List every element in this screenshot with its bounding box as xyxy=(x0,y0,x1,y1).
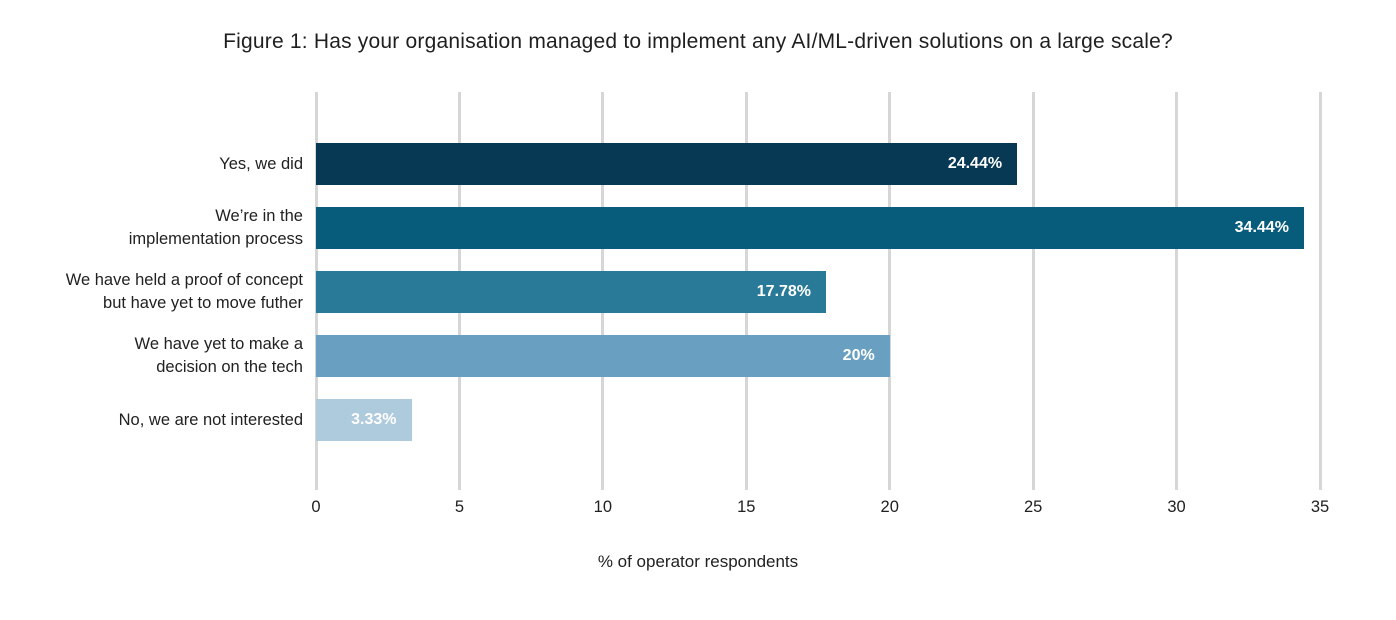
bar-3: 20% xyxy=(316,335,890,377)
x-axis-label: % of operator respondents xyxy=(597,552,799,571)
gridline xyxy=(888,92,892,490)
x-tick-label: 30 xyxy=(1167,498,1186,516)
bar-0: 24.44% xyxy=(316,143,1018,185)
x-tick-label: 10 xyxy=(593,498,613,516)
category-label: We have held a proof of concept but have … xyxy=(65,271,303,312)
bar-value-label: 24.44% xyxy=(947,155,1003,172)
category-label: No, we are not interested xyxy=(118,410,303,429)
x-tick-label: 15 xyxy=(737,498,756,516)
x-tick-label: 5 xyxy=(454,498,465,516)
bar-4: 3.33% xyxy=(316,399,412,441)
category-label: We have yet to make a decision on the tec… xyxy=(134,335,303,376)
bar-value-label: 3.33% xyxy=(351,411,397,428)
gridline xyxy=(1031,92,1035,490)
category-label: We’re in the implementation process xyxy=(128,207,303,248)
bar-2: 17.78% xyxy=(316,271,827,313)
x-tick-label: 0 xyxy=(311,498,321,516)
x-tick-label: 35 xyxy=(1310,498,1330,516)
bar-value-label: 34.44% xyxy=(1234,219,1289,236)
bar-value-label: 17.78% xyxy=(756,283,812,300)
bar-value-label: 20% xyxy=(842,347,875,364)
chart-title: Figure 1: Has your organisation managed … xyxy=(223,30,1173,53)
plot-area: 24.44% 34.44% 17.78% 20% 3.33% xyxy=(314,92,1322,490)
category-label: Yes, we did xyxy=(219,154,303,173)
bar-1: 34.44% xyxy=(316,207,1304,249)
x-tick-label: 20 xyxy=(880,498,899,516)
x-tick-label: 25 xyxy=(1023,498,1043,516)
gridline xyxy=(1318,92,1322,490)
gridline xyxy=(1175,92,1179,490)
